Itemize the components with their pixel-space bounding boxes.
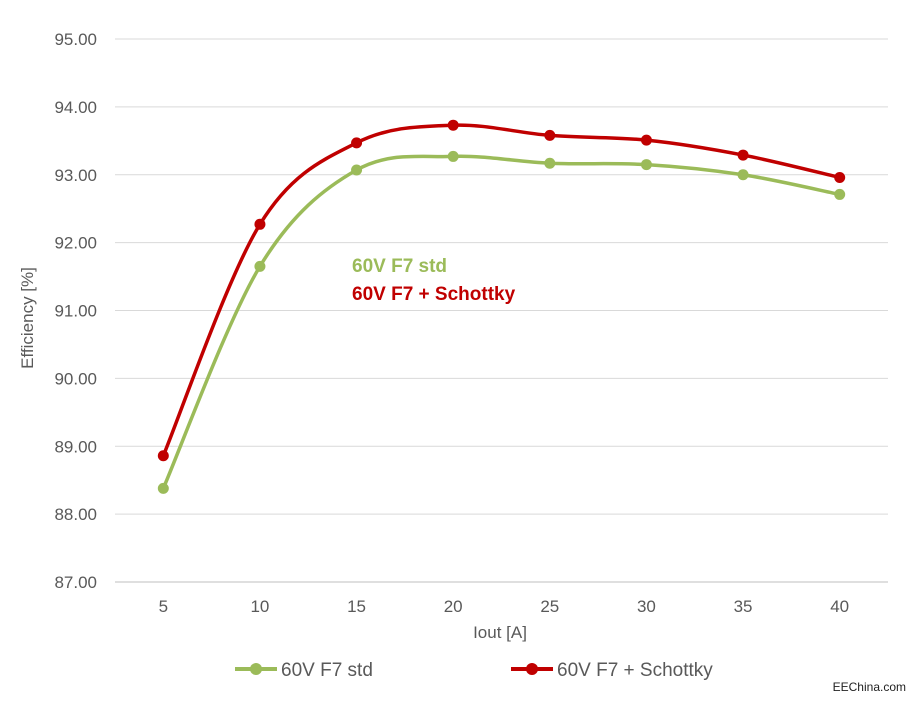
legend-label-schottky: 60V F7 + Schottky — [557, 660, 713, 681]
y-tick-label: 92.00 — [54, 234, 97, 253]
series-markers — [157, 119, 846, 494]
data-point — [157, 450, 169, 462]
y-tick-label: 91.00 — [54, 302, 97, 321]
legend-label-std: 60V F7 std — [281, 660, 373, 681]
data-point — [737, 169, 749, 181]
data-point — [640, 159, 652, 171]
x-tick-label: 5 — [159, 597, 168, 616]
data-point — [447, 150, 459, 162]
data-point — [737, 149, 749, 161]
data-point — [351, 137, 363, 149]
data-point — [544, 157, 556, 169]
x-tick-label: 10 — [250, 597, 269, 616]
gridlines — [115, 38, 888, 583]
watermark: EEChina.com — [833, 680, 906, 694]
y-tick-label: 87.00 — [54, 573, 97, 592]
data-point — [351, 164, 363, 176]
y-tick-label: 94.00 — [54, 98, 97, 117]
data-point — [834, 188, 846, 200]
x-tick-label: 25 — [540, 597, 559, 616]
x-tick-label: 30 — [637, 597, 656, 616]
data-point — [157, 482, 169, 494]
legend: 60V F7 std 60V F7 + Schottky — [235, 660, 713, 681]
x-tick-label: 40 — [830, 597, 849, 616]
data-point — [447, 119, 459, 131]
data-point — [834, 171, 846, 183]
annotation-schottky: 60V F7 + Schottky — [352, 284, 516, 305]
y-axis-title: Efficiency [%] — [18, 267, 37, 369]
x-axis-title: Iout [A] — [473, 623, 527, 642]
x-tick-label: 20 — [444, 597, 463, 616]
data-point — [254, 260, 266, 272]
annotation-std: 60V F7 std — [352, 256, 447, 277]
y-tick-label: 88.00 — [54, 505, 97, 524]
series-line-0 — [161, 154, 842, 491]
legend-item-std: 60V F7 std — [235, 660, 373, 681]
legend-marker-schottky — [526, 663, 538, 675]
legend-marker-std — [250, 663, 262, 675]
data-point — [254, 218, 266, 230]
y-tick-label: 90.00 — [54, 369, 97, 388]
x-tick-label: 35 — [734, 597, 753, 616]
data-point — [544, 129, 556, 141]
y-tick-label: 89.00 — [54, 437, 97, 456]
x-tick-labels: 5 10 15 20 25 30 35 40 — [159, 597, 850, 616]
legend-item-schottky: 60V F7 + Schottky — [511, 660, 713, 681]
y-tick-label: 95.00 — [54, 30, 97, 49]
y-tick-labels: 87.00 88.00 89.00 90.00 91.00 92.00 93.00 94.00… — [54, 30, 97, 592]
x-tick-label: 15 — [347, 597, 366, 616]
series-lines — [161, 123, 842, 491]
y-tick-label: 93.00 — [54, 166, 97, 185]
data-point — [640, 134, 652, 146]
